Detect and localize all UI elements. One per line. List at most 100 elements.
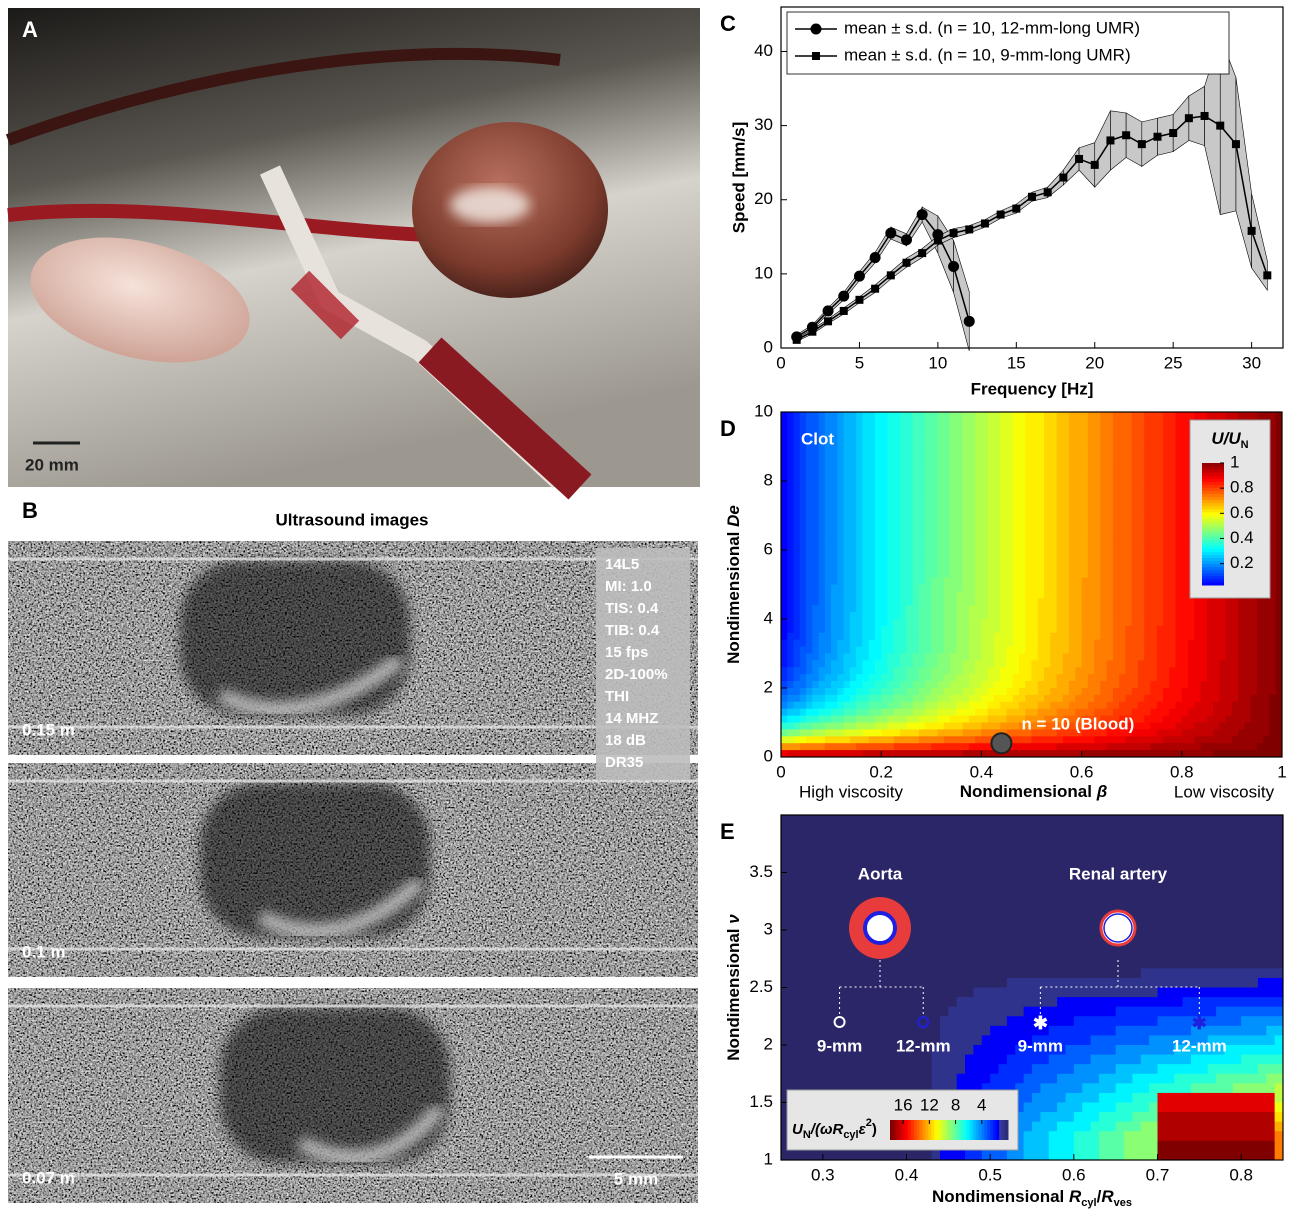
contour-cell: [1157, 743, 1164, 751]
contour-cell: [1019, 495, 1026, 503]
heatmap-cell: [948, 825, 957, 835]
contour-cell: [887, 550, 894, 558]
legend-label: mean ± s.d. (n = 10, 9-mm-long UMR): [844, 45, 1131, 64]
heatmap-cell: [923, 930, 932, 940]
contour-cell: [875, 660, 882, 668]
contour-cell: [931, 709, 938, 717]
heatmap-cell: [789, 940, 798, 950]
contour-cell: [806, 564, 813, 572]
contour-cell: [844, 447, 851, 455]
contour-cell: [1182, 412, 1189, 420]
contour-cell: [1100, 647, 1107, 655]
contour-cell: [1119, 529, 1126, 537]
contour-cell: [919, 550, 926, 558]
contour-cell: [1125, 681, 1132, 689]
heatmap-cell: [856, 968, 865, 978]
contour-cell: [938, 481, 945, 489]
contour-cell: [1138, 716, 1145, 724]
contour-cell: [819, 729, 826, 737]
contour-cell: [837, 591, 844, 599]
contour-cell: [825, 564, 832, 572]
contour-cell: [1025, 433, 1032, 441]
contour-cell: [1201, 647, 1208, 655]
contour-cell: [900, 578, 907, 586]
contour-cell: [925, 674, 932, 682]
contour-cell: [1244, 654, 1251, 662]
contour-cell: [794, 709, 801, 717]
contour-cell: [969, 612, 976, 620]
heatmap-cell: [923, 997, 932, 1007]
contour-cell: [975, 571, 982, 579]
contour-cell: [975, 681, 982, 689]
contour-cell: [794, 536, 801, 544]
contour-cell: [819, 536, 826, 544]
contour-cell: [1006, 426, 1013, 434]
contour-cell: [1194, 412, 1201, 420]
contour-cell: [862, 509, 869, 516]
heatmap-cell: [923, 1055, 932, 1065]
contour-cell: [894, 419, 901, 427]
contour-cell: [1100, 654, 1107, 662]
contour-cell: [988, 467, 995, 475]
contour-cell: [1219, 674, 1226, 682]
contour-cell: [1063, 605, 1070, 613]
contour-cell: [988, 660, 995, 668]
y-tick-label: 10: [754, 263, 773, 282]
heatmap-cell: [798, 1055, 807, 1065]
contour-cell: [1032, 522, 1039, 530]
contour-cell: [1257, 647, 1264, 655]
heatmap-cell: [856, 834, 865, 844]
contour-cell: [1050, 495, 1057, 503]
region-label: Clot: [801, 429, 834, 448]
contour-cell: [1232, 640, 1239, 648]
contour-cell: [800, 536, 807, 544]
contour-cell: [938, 488, 945, 496]
contour-cell: [900, 509, 907, 516]
contour-cell: [988, 453, 995, 461]
contour-cell: [881, 550, 888, 558]
contour-cell: [1044, 667, 1051, 675]
contour-cell: [1163, 674, 1170, 682]
contour-cell: [781, 695, 788, 703]
contour-cell: [1188, 633, 1195, 641]
contour-cell: [875, 474, 882, 482]
contour-cell: [875, 674, 882, 682]
heatmap-cell: [865, 959, 874, 969]
contour-cell: [1176, 529, 1183, 537]
contour-cell: [1013, 571, 1020, 579]
contour-cell: [1169, 591, 1176, 599]
contour-cell: [1213, 729, 1220, 737]
contour-cell: [1150, 626, 1157, 634]
contour-cell: [1075, 598, 1082, 606]
contour-cell: [1006, 688, 1013, 696]
contour-cell: [1094, 688, 1101, 696]
x-tick-label: 0.8: [1170, 762, 1194, 781]
contour-cell: [1119, 502, 1126, 510]
heatmap-cell: [873, 882, 882, 892]
contour-cell: [1057, 550, 1064, 558]
contour-cell: [1069, 536, 1076, 544]
contour-cell: [988, 550, 995, 558]
contour-cell: [787, 467, 794, 475]
contour-cell: [1019, 426, 1026, 434]
contour-cell: [1088, 647, 1095, 655]
contour-cell: [1163, 654, 1170, 662]
contour-cell: [913, 585, 920, 593]
contour-cell: [1094, 736, 1101, 744]
contour-cell: [837, 695, 844, 703]
contour-cell: [919, 412, 926, 420]
contour-cell: [1019, 633, 1026, 641]
contour-cell: [1006, 522, 1013, 530]
contour-cell: [1138, 736, 1145, 744]
contour-cell: [1188, 612, 1195, 620]
contour-cell: [1044, 536, 1051, 544]
contour-cell: [1107, 557, 1114, 565]
contour-cell: [1176, 626, 1183, 634]
contour-cell: [850, 619, 857, 627]
contour-cell: [969, 440, 976, 448]
contour-cell: [1044, 516, 1051, 524]
contour-cell: [1176, 564, 1183, 572]
contour-cell: [1132, 529, 1139, 537]
contour-cell: [1094, 564, 1101, 572]
contour-cell: [1044, 426, 1051, 434]
